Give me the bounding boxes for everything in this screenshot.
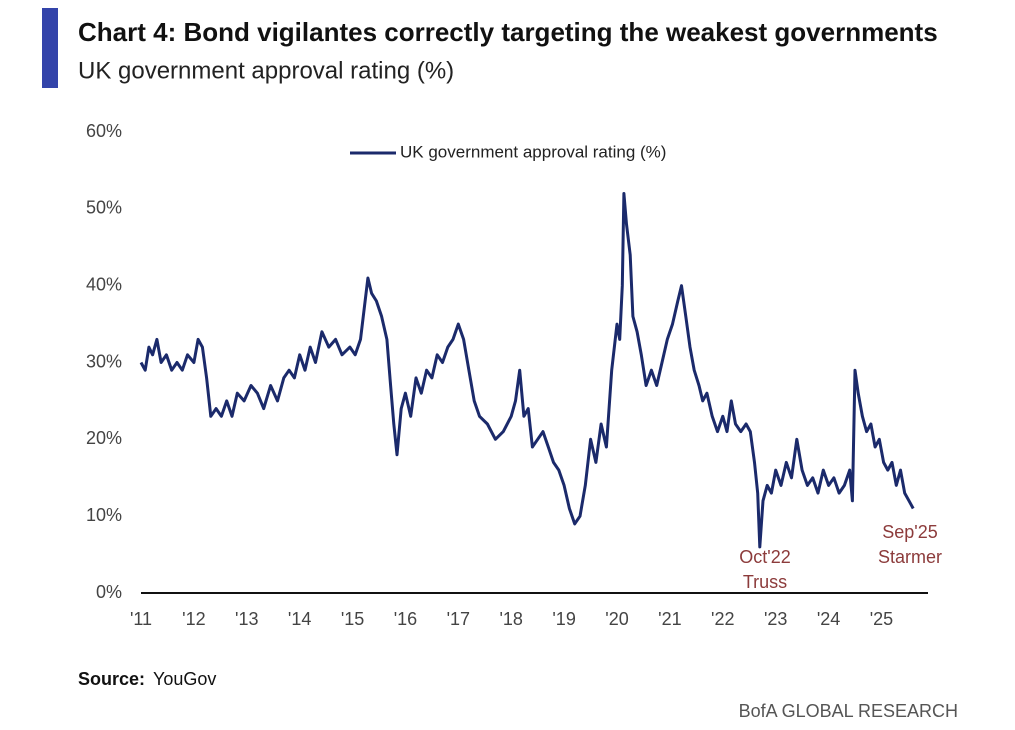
x-tick-label: '13 — [235, 609, 258, 629]
x-tick-label: '21 — [658, 609, 681, 629]
y-tick-label: 30% — [86, 351, 122, 371]
line-series — [139, 192, 915, 549]
y-tick-label: 60% — [86, 121, 122, 141]
chart-title: Chart 4: Bond vigilantes correctly targe… — [78, 17, 938, 47]
x-tick-label: '17 — [447, 609, 470, 629]
x-tick-label: '15 — [341, 609, 364, 629]
x-tick-label: '14 — [288, 609, 311, 629]
x-tick-label: '20 — [605, 609, 628, 629]
y-tick-label: 10% — [86, 505, 122, 525]
annotation: Starmer — [878, 547, 942, 567]
x-tick-label: '24 — [817, 609, 840, 629]
y-tick-label: 40% — [86, 274, 122, 294]
y-tick-label: 0% — [96, 582, 122, 602]
source: YouGov — [153, 669, 216, 689]
x-tick-label: '19 — [552, 609, 575, 629]
x-tick-label: '25 — [870, 609, 893, 629]
x-tick-label: '18 — [499, 609, 522, 629]
x-tick-label: '23 — [764, 609, 787, 629]
chart-subtitle: UK government approval rating (%) — [78, 57, 454, 84]
annotation: Truss — [743, 572, 787, 592]
footer: BofA GLOBAL RESEARCH — [739, 701, 958, 721]
y-tick-label: 50% — [86, 198, 122, 218]
title-accent — [42, 8, 58, 88]
x-tick-label: '16 — [394, 609, 417, 629]
annotation: Oct'22 — [739, 547, 790, 567]
annotation: Sep'25 — [882, 522, 938, 542]
x-tick-label: '11 — [130, 609, 152, 629]
source-label: Source: — [78, 669, 145, 689]
y-tick-label: 20% — [86, 428, 122, 448]
x-tick-label: '22 — [711, 609, 734, 629]
legend-label: UK government approval rating (%) — [400, 142, 666, 161]
x-tick-label: '12 — [182, 609, 205, 629]
